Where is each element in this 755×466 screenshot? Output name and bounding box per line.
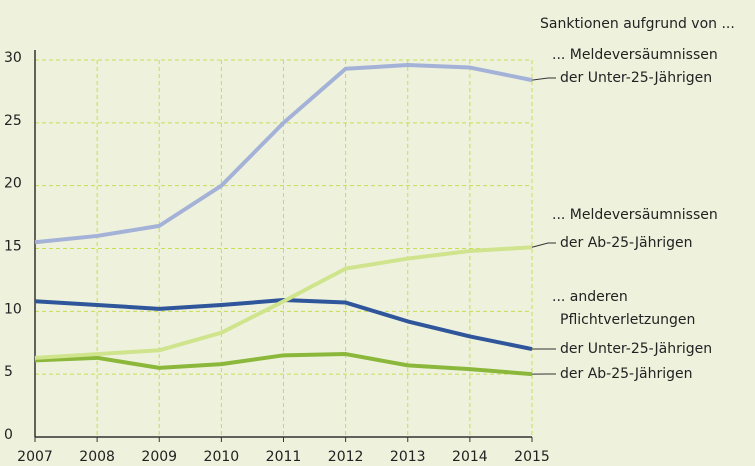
y-tick-label: 5 (4, 364, 13, 380)
legend-label: der Ab-25-Jährigen (560, 366, 692, 382)
x-tick-label: 2011 (266, 449, 302, 465)
legend-heading: ... Meldeversäumnissen (552, 47, 718, 63)
legend-label: der Ab-25-Jährigen (560, 235, 692, 251)
line-series (34, 245, 533, 360)
chart-subtitle: Sanktionen aufgrund von ... (540, 16, 735, 32)
x-tick-label: 2007 (17, 449, 53, 465)
x-tick-label: 2012 (328, 449, 364, 465)
y-tick-label: 30 (4, 50, 22, 66)
legend-heading: Pflichtverletzungen (560, 312, 695, 328)
y-tick-label: 15 (4, 239, 22, 255)
x-tick-label: 2015 (514, 449, 550, 465)
x-tick-label: 2009 (141, 449, 177, 465)
x-tick-label: 2010 (204, 449, 240, 465)
line-series (34, 63, 533, 245)
x-tick-label: 2013 (390, 449, 426, 465)
y-tick-label: 0 (4, 427, 13, 443)
x-tick-label: 2008 (79, 449, 115, 465)
y-tick-label: 10 (4, 301, 22, 317)
legend-heading: ... Meldeversäumnissen (552, 207, 718, 223)
y-tick-label: 25 (4, 113, 22, 129)
y-tick-label: 20 (4, 176, 22, 192)
legend-label: der Unter-25-Jährigen (560, 70, 712, 86)
line-series (34, 352, 533, 377)
legend-label: der Unter-25-Jährigen (560, 341, 712, 357)
leader-line (531, 242, 556, 248)
x-tick-label: 2014 (452, 449, 488, 465)
leader-line (531, 77, 556, 81)
legend-heading: ... anderen (552, 289, 628, 305)
